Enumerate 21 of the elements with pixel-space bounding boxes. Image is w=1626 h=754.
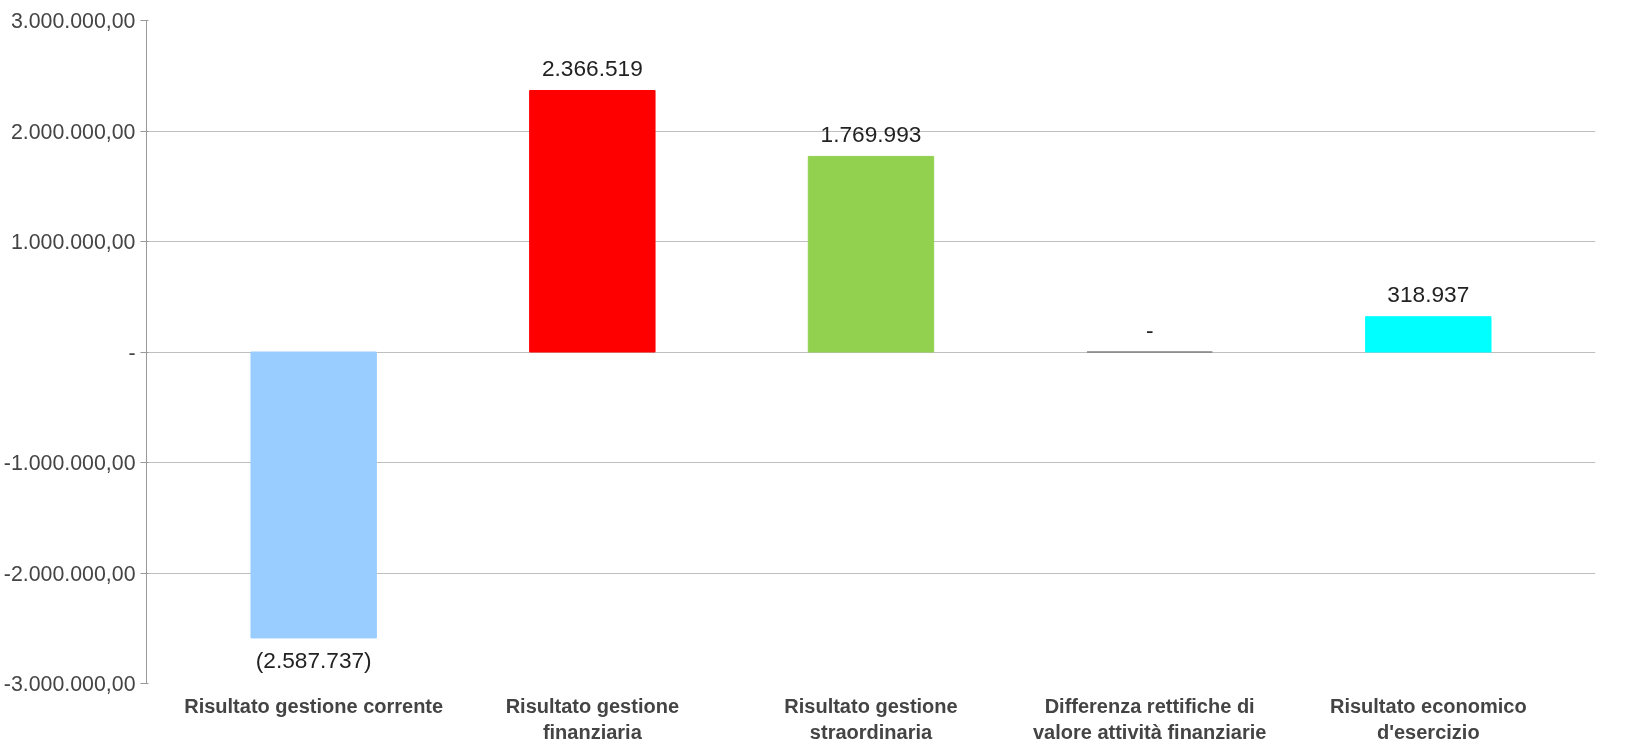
x-tick-label: Risultato gestione finanziaria [505,694,680,743]
y-tick-label: -1.000.000,00 [3,451,136,475]
y-tick-label: 1.000.000,00 [10,230,136,254]
data-label: - [1145,316,1154,343]
bar [529,90,656,353]
bar [250,351,377,639]
x-tick-label: Differenza rettifiche di valore attività finanziarie [1032,694,1267,743]
x-tick-label: Risultato gestione corrente [184,694,444,717]
x-tick-label: Risultato gestione straordinaria [784,694,958,743]
y-tick-label: 3.000.000,00 [10,9,136,33]
x-tick-label: Risultato economico d'esercizio [1329,694,1527,743]
y-tick-label: 2.000.000,00 [10,119,136,144]
y-tick-label: -3.000.000,00 [3,672,136,696]
data-label: 2.366.519 [541,55,643,81]
data-label: 318.937 [1387,281,1470,308]
bar [1365,316,1492,353]
bar [807,155,935,353]
data-label: 1.769.993 [820,120,922,147]
y-tick-label: - [128,340,136,365]
data-label: (2.587.737) [255,646,372,673]
y-tick-label: -2.000.000,00 [3,561,136,586]
